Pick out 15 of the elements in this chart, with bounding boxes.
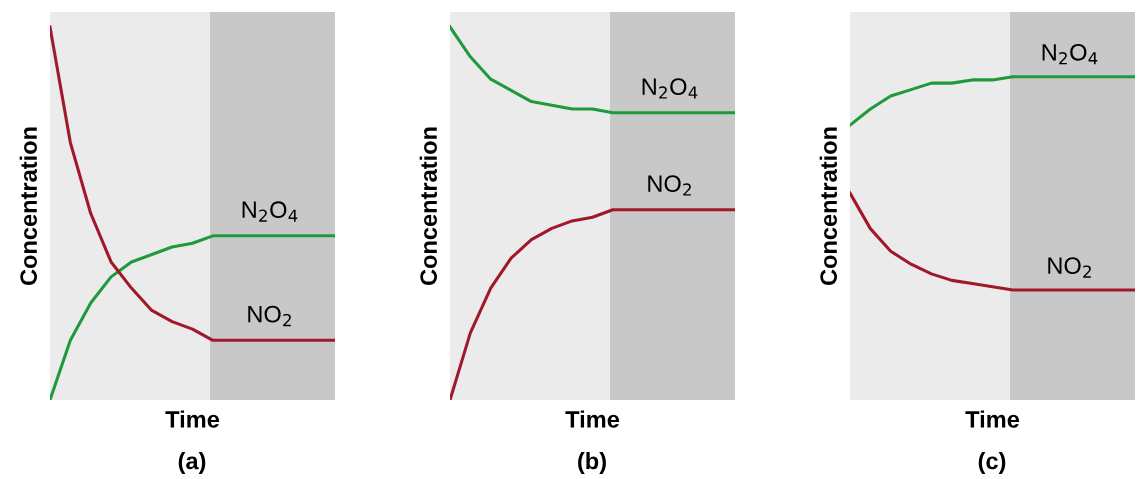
series-label: NO$_{2}$ xyxy=(248,305,291,327)
text: (a) xyxy=(178,451,206,475)
y-axis-title: Concentration xyxy=(819,127,837,286)
x-axis-title: Time xyxy=(165,410,220,428)
series-label: N$_{2}$O$_{4}$ xyxy=(1042,43,1098,65)
y-axis-title: Concentration xyxy=(19,127,37,286)
series-label: NO$_{2}$ xyxy=(648,175,691,196)
series-label: N$_{2}$O$_{4}$ xyxy=(242,201,298,222)
text: (b) xyxy=(578,451,606,475)
series-label: NO$_{2}$ xyxy=(1048,257,1091,278)
x-axis-title: Time xyxy=(565,410,620,428)
text: (c) xyxy=(978,451,1006,475)
x-axis-title: Time xyxy=(965,410,1020,428)
y-axis-title: Concentration xyxy=(419,127,437,286)
series-label: N$_{2}$O$_{4}$ xyxy=(642,78,698,99)
